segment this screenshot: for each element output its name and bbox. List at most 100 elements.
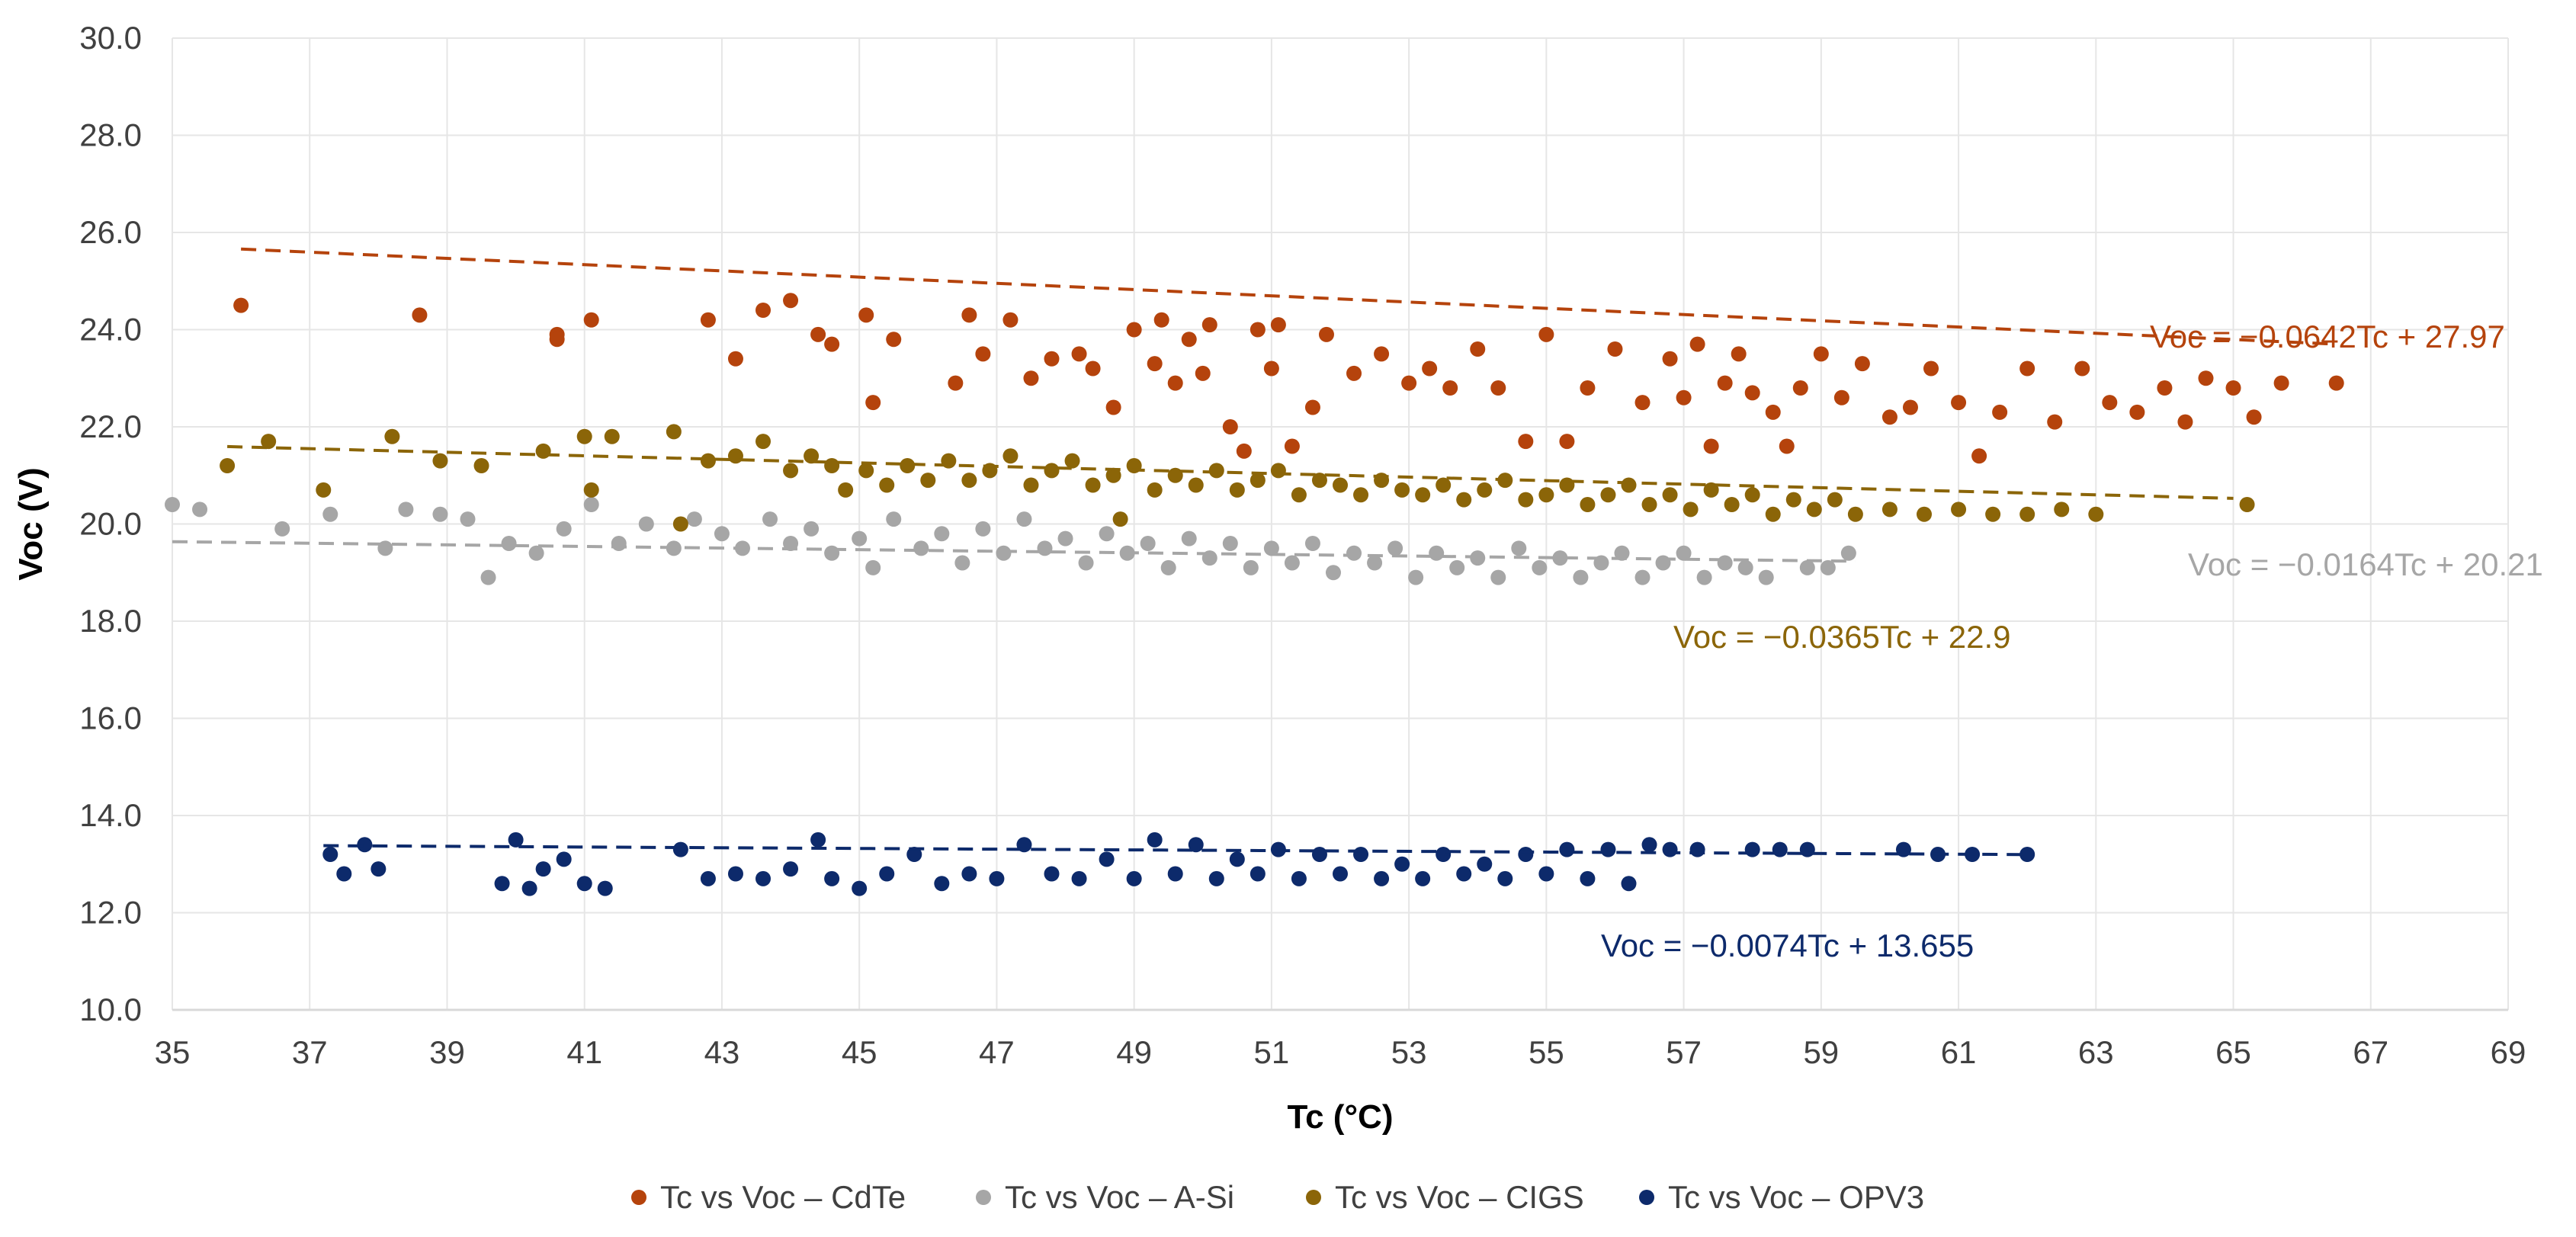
legend-marker-series-3 (1639, 1190, 1654, 1205)
data-point-series-0 (1442, 380, 1458, 396)
data-point-series-0 (233, 297, 249, 313)
data-point-series-0 (2129, 404, 2145, 420)
data-point-series-0 (1559, 434, 1575, 450)
data-point-series-0 (1263, 361, 1279, 377)
x-axis-ticks: 35 37 39 41 43 45 47 49 51 53 55 57 59 61 63 65 67 69 (155, 1034, 2526, 1070)
data-point-series-2 (220, 458, 236, 473)
data-point-series-0 (1126, 322, 1142, 338)
data-point-series-2 (1641, 497, 1657, 512)
data-point-series-0 (549, 332, 565, 348)
data-point-series-2 (1415, 487, 1431, 503)
data-point-series-0 (1374, 346, 1390, 362)
data-point-series-3 (1291, 870, 1307, 886)
data-point-series-0 (1518, 434, 1534, 450)
y-tick-label: 26.0 (79, 214, 142, 250)
data-point-series-2 (2019, 506, 2035, 522)
data-point-series-1 (398, 502, 414, 518)
data-point-series-2 (1085, 477, 1101, 493)
data-point-series-1 (583, 497, 599, 512)
y-axis-title: Voc (V) (12, 467, 50, 580)
data-point-series-1 (954, 555, 970, 571)
data-point-series-1 (1676, 545, 1692, 561)
data-point-series-3 (1044, 866, 1060, 882)
data-point-series-0 (1284, 438, 1300, 454)
data-point-series-0 (2102, 395, 2118, 411)
x-tick-label: 35 (155, 1034, 191, 1070)
data-point-series-2 (1985, 506, 2001, 522)
data-point-series-2 (879, 477, 895, 493)
data-point-series-1 (1160, 559, 1176, 575)
data-point-series-0 (1470, 341, 1486, 357)
data-point-series-1 (1429, 545, 1445, 561)
data-point-series-1 (1387, 540, 1403, 556)
x-tick-label: 63 (2078, 1034, 2114, 1070)
data-point-series-2 (700, 453, 716, 469)
data-point-series-1 (714, 526, 730, 542)
data-point-series-0 (1105, 399, 1121, 415)
data-point-series-1 (1737, 559, 1753, 575)
data-point-series-0 (1236, 443, 1252, 459)
data-point-series-1 (996, 545, 1012, 561)
data-point-series-0 (1881, 409, 1898, 425)
data-point-series-3 (1333, 866, 1348, 882)
x-tick-label: 37 (292, 1034, 328, 1070)
data-point-series-1 (934, 526, 950, 542)
data-point-series-2 (1477, 482, 1493, 498)
data-point-series-0 (2177, 414, 2193, 430)
trendline-series-2 (227, 444, 2234, 500)
data-point-series-2 (1518, 492, 1534, 508)
data-point-series-2 (1827, 492, 1843, 508)
data-point-series-3 (357, 837, 373, 853)
data-point-series-2 (961, 473, 977, 489)
data-point-series-3 (1126, 870, 1142, 886)
trendline-series-3 (323, 844, 2028, 857)
data-point-series-0 (1153, 312, 1169, 328)
data-point-series-1 (1078, 555, 1094, 571)
data-point-series-3 (1497, 870, 1513, 886)
x-tick-label: 53 (1391, 1034, 1427, 1070)
data-point-series-2 (1229, 482, 1245, 498)
data-point-series-2 (1044, 463, 1060, 479)
data-point-series-1 (1284, 555, 1300, 571)
data-point-series-3 (906, 847, 922, 862)
data-point-series-1 (322, 506, 338, 522)
data-point-series-3 (1559, 841, 1575, 857)
data-point-series-1 (1758, 569, 1774, 585)
data-point-series-1 (480, 569, 496, 585)
data-point-series-1 (1552, 550, 1568, 566)
data-point-series-2 (1683, 502, 1699, 518)
data-point-series-0 (1634, 395, 1651, 411)
x-tick-label: 65 (2215, 1034, 2251, 1070)
data-point-series-0 (865, 395, 881, 411)
data-point-series-0 (1085, 361, 1101, 377)
x-tick-label: 47 (979, 1034, 1015, 1070)
data-point-series-2 (604, 428, 620, 444)
data-point-series-3 (1600, 841, 1616, 857)
data-point-series-3 (961, 866, 977, 882)
data-point-series-0 (2198, 370, 2214, 386)
data-point-series-3 (2019, 847, 2035, 862)
data-point-series-1 (165, 497, 180, 512)
data-point-series-1 (783, 536, 799, 551)
data-point-series-1 (865, 559, 881, 575)
data-point-series-2 (1456, 492, 1472, 508)
data-point-series-3 (371, 861, 387, 877)
data-point-series-2 (261, 434, 277, 450)
data-point-series-3 (989, 870, 1005, 886)
y-tick-label: 12.0 (79, 895, 142, 931)
data-point-series-0 (1607, 341, 1623, 357)
data-point-series-1 (1346, 545, 1362, 561)
data-point-series-1 (1367, 555, 1383, 571)
data-point-series-3 (755, 870, 772, 886)
data-point-series-0 (2273, 375, 2289, 391)
data-point-series-2 (1250, 473, 1266, 489)
data-point-series-1 (1037, 540, 1053, 556)
data-point-series-2 (900, 458, 916, 473)
data-point-series-3 (597, 880, 613, 896)
data-point-series-1 (1511, 540, 1527, 556)
data-point-series-3 (727, 866, 743, 882)
data-point-series-3 (1374, 870, 1390, 886)
data-point-series-2 (1064, 453, 1080, 469)
data-point-series-2 (1002, 448, 1019, 464)
data-point-series-1 (686, 511, 702, 527)
